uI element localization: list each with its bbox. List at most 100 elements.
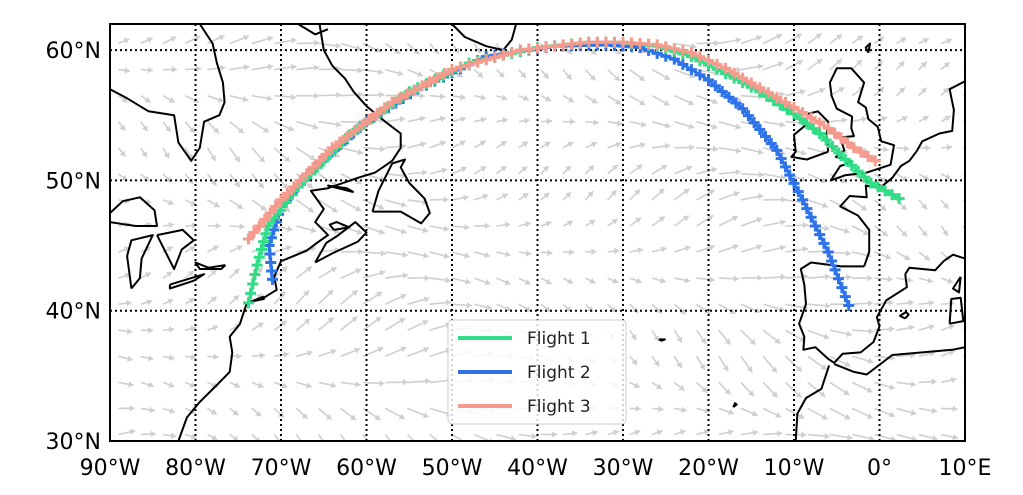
flight-marker [862,150,874,162]
wind-arrow-head [480,166,487,172]
wind-arrow-head [779,244,786,251]
wind-arrow-head [150,430,156,438]
flight-marker [677,58,689,70]
wind-arrow-head [484,279,491,286]
coastline-segment-12 [904,253,965,275]
wind-arrow-head [305,266,312,273]
wind-arrow-head [504,251,511,258]
wind-arrow-head [901,230,908,237]
flight-marker [506,47,518,59]
wind-arrow-head [189,381,196,388]
wind-arrow-head [143,175,149,182]
wind-arrow-head [236,203,243,209]
flight-marker [253,251,265,263]
wind-arrow-head [877,60,883,67]
wind-arrow-head [756,35,762,42]
flight-marker [762,87,774,99]
flight-marker [424,76,436,88]
wind-arrow-head [351,316,358,323]
coastline-segment-16 [864,42,872,54]
wind-arrow-head [460,116,466,123]
wind-arrow-head [844,361,851,367]
wind-arrow-head [900,37,907,44]
wind-arrow-head [460,93,466,101]
wind-arrow-head [866,386,873,393]
wind-arrow-head [524,117,530,125]
wind-arrow-head [123,38,130,44]
wind-arrow-head [856,59,862,66]
wind-arrow-head [502,193,509,200]
wind-arrow-head [211,434,218,441]
wind-arrow-head [267,63,274,71]
wind-arrow-head [821,414,828,420]
wind-arrow-head [820,363,827,370]
wind-arrow-head [614,75,620,81]
wind-arrow-head [867,300,874,307]
wind-arrow-head [335,42,341,49]
x-tick-label: 10°E [939,456,992,481]
flight-marker [301,168,313,180]
wind-arrow-head [219,64,226,72]
wind-arrow-head [121,174,128,181]
wind-arrow-head [146,299,153,306]
wind-arrow-head [213,201,220,208]
wind-arrow-head [439,115,446,122]
wind-arrow-head [215,222,221,230]
wind-arrow-head [522,95,529,101]
flight-marker [685,64,697,76]
wind-arrow-head [479,140,486,147]
wind-arrow-head [757,63,764,70]
flight-marker [737,103,749,115]
wind-arrow-head [306,350,313,357]
wind-arrow-head [331,206,338,213]
wind-arrow-head [402,379,408,386]
wind-arrow-head [757,148,764,155]
wind-arrow-head [881,115,888,122]
wind-arrow-head [928,299,934,307]
legend-label: Flight 1 [527,329,591,349]
wind-arrow-head [260,204,267,211]
wind-arrow-head [615,98,621,105]
coastline-segment-22 [948,296,965,325]
wind-arrow-head [801,431,807,438]
x-tick-label: 60°W [336,456,397,481]
coastline-segment-8 [126,234,154,290]
wind-arrow-head [901,115,908,122]
wind-arrow-head [234,382,241,388]
wind-arrow-head [569,249,575,256]
coastline-segment-7 [168,273,206,290]
wind-arrow-head [213,127,219,134]
flight-marker [809,220,821,232]
wind-arrow-head [835,59,842,65]
flight-marker [879,185,891,197]
wind-arrow-head [687,99,694,106]
wind-arrow-head [547,249,553,256]
wind-arrow-head [124,67,130,74]
wind-arrow-head [822,202,828,209]
wind-arrow-head [684,277,691,284]
wind-arrow-head [611,218,618,225]
wind-arrow-head [168,222,174,229]
wind-arrow-head [751,410,758,417]
wind-arrow-head [163,152,170,159]
wind-arrow-head [640,121,647,128]
wind-arrow-head [522,141,528,148]
wind-arrow-head [417,71,423,77]
flight-marker [807,123,819,135]
wind-arrow-head [394,48,401,54]
wind-arrow-head [195,65,202,72]
wind-arrow-head [966,88,972,94]
wind-arrow-head [356,228,363,235]
wind-arrow-head [825,302,831,309]
wind-arrow-head [314,39,320,47]
flight-marker [723,91,735,103]
wind-arrow-head [970,301,975,308]
wind-arrow-head [889,384,895,391]
wind-arrow [340,434,347,441]
coastline-segment-11 [798,261,908,364]
wind-arrow-head [190,325,196,332]
coastline-segment-5 [451,24,518,52]
wind-arrow-head [399,116,406,123]
y-tick-label: 40°N [46,300,101,325]
wind-arrow-head [170,432,177,439]
